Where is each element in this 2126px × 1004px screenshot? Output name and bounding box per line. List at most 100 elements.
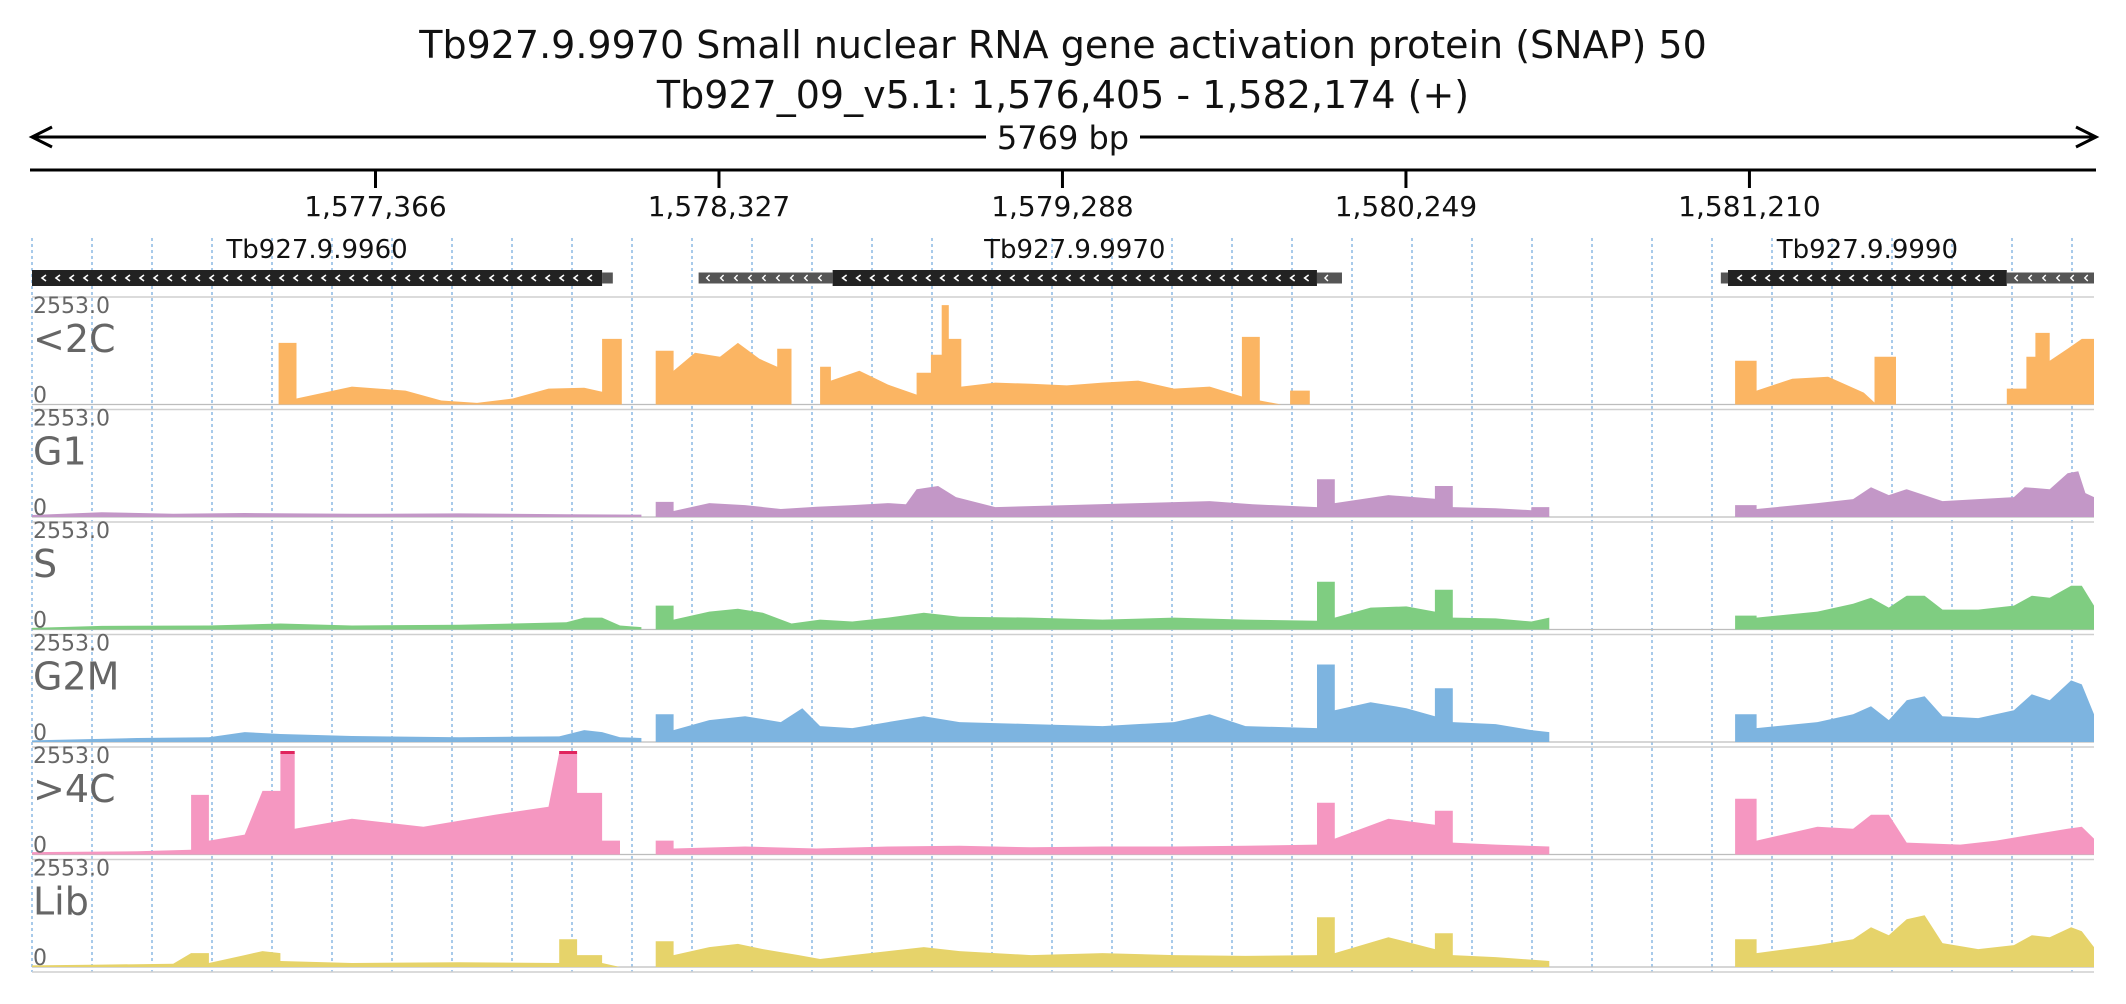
strand-arrow: [390, 274, 397, 282]
track-s: 2553.0S 0: [32, 519, 2094, 634]
strand-arrow: [1149, 274, 1156, 282]
strand-arrow: [1918, 274, 1925, 282]
span-indicator: 5769 bp: [28, 118, 2100, 158]
strand-arrow: [1093, 274, 1100, 282]
strand-arrow: [278, 274, 285, 282]
clip-marker: [280, 751, 295, 754]
strand-arrow: [1820, 274, 1827, 282]
strand-arrow: [775, 274, 781, 282]
strand-arrow: [1736, 274, 1743, 282]
gene-cds: [32, 270, 603, 286]
strand-arrow: [1988, 274, 1995, 282]
strand-arrow: [250, 274, 257, 282]
strand-arrow: [40, 274, 47, 282]
strand-arrow: [502, 274, 509, 282]
tick-label: 1,579,288: [991, 190, 1134, 223]
strand-arrow: [1834, 274, 1841, 282]
strand-arrow: [180, 274, 187, 282]
track-min-label: 0: [33, 496, 47, 521]
strand-arrow: [110, 274, 117, 282]
strand-arrow: [1177, 274, 1184, 282]
track-name: G1: [33, 430, 87, 474]
strand-arrow: [334, 274, 341, 282]
track-name: S: [33, 542, 57, 586]
strand-arrow: [2013, 274, 2019, 282]
strand-arrow: [82, 274, 89, 282]
track-g1: 2553.0G1 0: [32, 407, 2094, 521]
strand-arrow: [292, 274, 299, 282]
track-name: >4C: [33, 767, 116, 811]
strand-arrow: [362, 274, 369, 282]
track-min-label: 0: [33, 946, 47, 971]
strand-arrow: [138, 274, 145, 282]
strand-arrow: [1191, 274, 1198, 282]
gene-label: Tb927.9.9990: [1776, 235, 1958, 265]
gene-tb927-9-9960: Tb927.9.9960: [32, 235, 613, 286]
strand-arrow: [432, 274, 439, 282]
track-name: <2C: [33, 317, 116, 361]
span-label-background: [986, 118, 1140, 158]
gene-cds: [1727, 270, 2007, 286]
strand-arrow: [897, 274, 904, 282]
strand-arrow: [572, 274, 579, 282]
strand-arrow: [817, 274, 823, 282]
strand-arrow: [2055, 274, 2061, 282]
strand-arrow: [460, 274, 467, 282]
strand-arrow: [705, 274, 711, 282]
strand-arrow: [2069, 274, 2075, 282]
strand-arrow: [1233, 274, 1240, 282]
gene-tb927-9-9970: Tb927.9.9970: [698, 235, 1342, 286]
strand-arrow: [544, 274, 551, 282]
strand-arrow: [264, 274, 271, 282]
strand-arrow: [446, 274, 453, 282]
strand-arrow: [939, 274, 946, 282]
strand-arrow: [2083, 274, 2089, 282]
strand-arrow: [166, 274, 173, 282]
track-gt4c: 2553.0>4C 0: [32, 744, 2094, 859]
strand-arrow: [1107, 274, 1114, 282]
strand-arrow: [306, 274, 313, 282]
gene-label: Tb927.9.9960: [225, 235, 407, 265]
tick-label: 1,580,249: [1335, 190, 1478, 223]
strand-arrow: [1904, 274, 1911, 282]
strand-arrow: [1946, 274, 1953, 282]
strand-arrow: [530, 274, 537, 282]
strand-arrow: [1792, 274, 1799, 282]
strand-arrow: [320, 274, 327, 282]
strand-arrow: [1764, 274, 1771, 282]
strand-arrow: [1037, 274, 1044, 282]
track-max-label: 2553.0: [33, 294, 110, 319]
gene-utr: [1316, 272, 1342, 284]
strand-arrow: [1163, 274, 1170, 282]
coverage-area-g1: [32, 471, 2094, 517]
track-max-label: 2553.0: [33, 744, 110, 769]
strand-arrow: [1974, 274, 1981, 282]
span-arrow-right-head: [2075, 125, 2100, 149]
strand-arrow: [1806, 274, 1813, 282]
strand-arrow: [376, 274, 383, 282]
strand-arrow: [124, 274, 131, 282]
strand-arrow: [2041, 274, 2047, 282]
strand-arrow: [855, 274, 862, 282]
gene-utr: [698, 272, 833, 284]
coverage-area-g2m: [32, 664, 2094, 742]
strand-arrow: [1960, 274, 1967, 282]
strand-arrow: [152, 274, 159, 282]
strand-arrow: [789, 274, 795, 282]
strand-arrow: [1247, 274, 1254, 282]
gene-cds: [832, 270, 1317, 286]
strand-arrow: [1932, 274, 1939, 282]
strand-arrow: [404, 274, 411, 282]
strand-arrow: [1750, 274, 1757, 282]
strand-arrow: [194, 274, 201, 282]
track-max-label: 2553.0: [33, 857, 110, 882]
strand-arrow: [488, 274, 495, 282]
coverage-area-lt2c: [32, 305, 2094, 405]
strand-arrow: [1778, 274, 1785, 282]
track-max-label: 2553.0: [33, 407, 110, 432]
strand-arrow: [586, 274, 593, 282]
strand-arrow: [1219, 274, 1226, 282]
